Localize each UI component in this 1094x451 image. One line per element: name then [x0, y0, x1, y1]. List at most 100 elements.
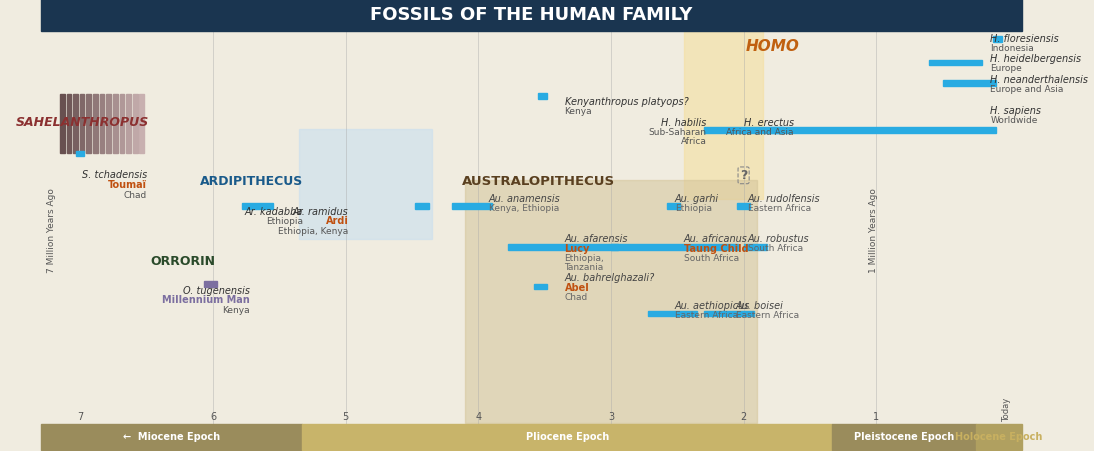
- Text: H. heidelbergensis: H. heidelbergensis: [990, 54, 1081, 64]
- Text: O. tugenensis: O. tugenensis: [183, 286, 251, 296]
- Text: 7 Million Years Ago: 7 Million Years Ago: [47, 188, 56, 272]
- Text: Eastern Africa: Eastern Africa: [747, 204, 811, 213]
- Text: Au. anamensis: Au. anamensis: [489, 193, 561, 203]
- Text: Chad: Chad: [124, 191, 147, 200]
- Text: HOMO: HOMO: [746, 39, 800, 54]
- Text: Taung Child: Taung Child: [684, 244, 748, 253]
- Bar: [73, 94, 78, 153]
- Bar: [648, 311, 697, 317]
- Bar: [40, 424, 302, 450]
- Bar: [833, 424, 976, 450]
- Text: ?: ?: [740, 169, 747, 182]
- Bar: [770, 127, 996, 133]
- Bar: [465, 179, 757, 423]
- Text: Ethiopia, Kenya: Ethiopia, Kenya: [278, 226, 348, 235]
- Bar: [302, 424, 833, 450]
- Text: ARDIPITHECUS: ARDIPITHECUS: [200, 175, 303, 188]
- Text: Au. boisei: Au. boisei: [735, 301, 783, 311]
- Text: Kenyanthropus platyops?: Kenyanthropus platyops?: [565, 97, 688, 107]
- Bar: [119, 94, 125, 153]
- Text: 6: 6: [210, 412, 217, 423]
- Bar: [60, 94, 65, 153]
- Bar: [67, 94, 71, 153]
- Bar: [242, 203, 272, 209]
- Text: Toumaï: Toumaï: [108, 180, 147, 190]
- Text: 1 Million Years Ago: 1 Million Years Ago: [869, 188, 878, 272]
- Text: 1: 1: [873, 412, 880, 423]
- Text: Africa and Asia: Africa and Asia: [726, 128, 794, 137]
- Bar: [140, 94, 144, 153]
- Text: Ar. kadabba: Ar. kadabba: [245, 207, 303, 217]
- Text: AUSTRALOPITHECUS: AUSTRALOPITHECUS: [462, 175, 615, 188]
- Bar: [40, 0, 1022, 31]
- Bar: [100, 94, 104, 153]
- Text: Au. africanus: Au. africanus: [684, 234, 748, 244]
- Text: Europe and Asia: Europe and Asia: [990, 85, 1063, 94]
- Bar: [943, 80, 996, 86]
- Bar: [77, 151, 84, 156]
- Text: Eastern Africa: Eastern Africa: [675, 311, 737, 320]
- Text: H. neanderthalensis: H. neanderthalensis: [990, 75, 1089, 85]
- Text: 5: 5: [342, 412, 349, 423]
- Text: Au. aethiopicus: Au. aethiopicus: [675, 301, 750, 311]
- Bar: [86, 94, 91, 153]
- Text: Worldwide: Worldwide: [990, 116, 1037, 125]
- Bar: [300, 129, 432, 239]
- Text: H. floresiensis: H. floresiensis: [990, 34, 1059, 44]
- Text: H. erectus: H. erectus: [744, 118, 794, 128]
- Bar: [703, 311, 754, 317]
- Bar: [203, 281, 217, 286]
- Bar: [610, 244, 738, 250]
- Text: SAHELANTHROPUS: SAHELANTHROPUS: [16, 116, 150, 129]
- Bar: [666, 203, 680, 209]
- Bar: [132, 94, 138, 153]
- Bar: [106, 94, 110, 153]
- Bar: [703, 127, 783, 133]
- Text: Au. garhi: Au. garhi: [675, 193, 719, 203]
- Text: Sub-Saharan: Sub-Saharan: [649, 128, 707, 137]
- Bar: [93, 94, 97, 153]
- Text: Holocene Epoch: Holocene Epoch: [955, 433, 1043, 442]
- Text: Indonesia: Indonesia: [990, 45, 1034, 54]
- Bar: [534, 284, 547, 289]
- Bar: [452, 203, 491, 209]
- Bar: [737, 203, 750, 209]
- Text: Kenya, Ethiopia: Kenya, Ethiopia: [489, 204, 559, 213]
- Bar: [993, 37, 1002, 42]
- Text: Au. afarensis: Au. afarensis: [565, 234, 628, 244]
- Bar: [113, 94, 118, 153]
- Text: Ardi: Ardi: [326, 216, 348, 226]
- Text: Pliocene Epoch: Pliocene Epoch: [525, 433, 609, 442]
- Bar: [80, 94, 84, 153]
- Text: FOSSILS OF THE HUMAN FAMILY: FOSSILS OF THE HUMAN FAMILY: [370, 6, 693, 24]
- Text: 2: 2: [741, 412, 747, 423]
- Text: Tanzania: Tanzania: [565, 262, 604, 272]
- Text: Abel: Abel: [565, 283, 590, 293]
- Bar: [538, 93, 547, 99]
- Text: 4: 4: [475, 412, 481, 423]
- Text: Ethiopia: Ethiopia: [675, 204, 711, 213]
- Bar: [929, 60, 982, 65]
- Text: South Africa: South Africa: [684, 254, 740, 263]
- Text: ORRORIN: ORRORIN: [151, 255, 216, 268]
- Bar: [126, 94, 131, 153]
- Bar: [976, 424, 1022, 450]
- Text: Ethiopia,: Ethiopia,: [565, 254, 604, 263]
- Text: ←  Miocene Epoch: ← Miocene Epoch: [123, 433, 220, 442]
- Text: Ethiopia: Ethiopia: [266, 217, 303, 226]
- Text: Kenya: Kenya: [222, 306, 251, 314]
- Bar: [684, 31, 764, 199]
- Text: H. habilis: H. habilis: [661, 118, 707, 128]
- Text: Au. bahrelghazali?: Au. bahrelghazali?: [565, 273, 655, 284]
- Text: H. sapiens: H. sapiens: [990, 106, 1041, 116]
- Text: Ar. ramidus: Ar. ramidus: [292, 207, 348, 217]
- Text: S. tchadensis: S. tchadensis: [82, 170, 147, 180]
- Bar: [508, 244, 618, 250]
- Bar: [415, 203, 429, 209]
- Text: Kenya: Kenya: [565, 107, 592, 116]
- Text: 7: 7: [78, 412, 83, 423]
- Text: Africa: Africa: [680, 137, 707, 146]
- Text: South Africa: South Africa: [747, 244, 803, 253]
- Text: Millennium Man: Millennium Man: [163, 295, 251, 305]
- Bar: [744, 244, 768, 250]
